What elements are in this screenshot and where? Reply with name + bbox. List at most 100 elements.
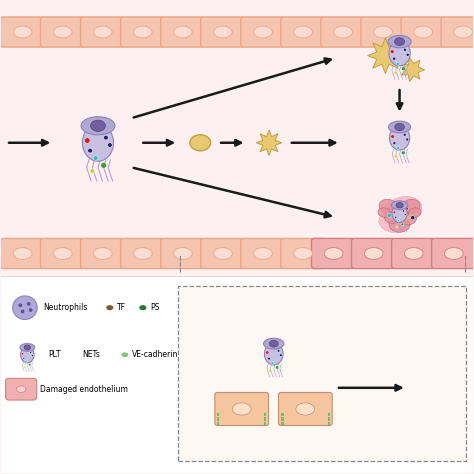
Ellipse shape <box>17 386 26 392</box>
Ellipse shape <box>296 403 315 415</box>
Circle shape <box>280 354 282 356</box>
Circle shape <box>90 169 95 173</box>
FancyBboxPatch shape <box>201 17 245 47</box>
Bar <box>328 422 330 426</box>
Bar <box>281 413 283 416</box>
Circle shape <box>25 360 27 363</box>
Ellipse shape <box>384 211 401 223</box>
Ellipse shape <box>414 26 433 38</box>
Circle shape <box>88 148 92 153</box>
Bar <box>1 1 473 275</box>
FancyBboxPatch shape <box>241 238 285 269</box>
Circle shape <box>28 364 31 366</box>
Ellipse shape <box>232 403 251 415</box>
Ellipse shape <box>404 214 414 221</box>
Circle shape <box>393 142 396 145</box>
Circle shape <box>27 302 31 306</box>
Circle shape <box>23 357 25 359</box>
Ellipse shape <box>379 211 409 233</box>
Circle shape <box>391 135 394 138</box>
Circle shape <box>393 205 397 209</box>
Ellipse shape <box>378 208 391 218</box>
Ellipse shape <box>139 305 146 310</box>
Ellipse shape <box>397 215 408 220</box>
Circle shape <box>403 48 407 51</box>
FancyBboxPatch shape <box>352 238 396 269</box>
Ellipse shape <box>390 126 410 150</box>
Bar <box>264 422 266 426</box>
Bar <box>264 413 266 416</box>
Circle shape <box>402 210 404 212</box>
FancyBboxPatch shape <box>6 378 36 400</box>
FancyBboxPatch shape <box>432 238 474 269</box>
FancyBboxPatch shape <box>281 238 325 269</box>
Ellipse shape <box>394 38 405 46</box>
Ellipse shape <box>20 347 34 363</box>
Ellipse shape <box>13 26 32 38</box>
Ellipse shape <box>389 121 410 133</box>
Circle shape <box>396 62 400 65</box>
Text: VE-cadherin: VE-cadherin <box>132 350 179 359</box>
FancyBboxPatch shape <box>392 238 436 269</box>
Circle shape <box>265 351 269 354</box>
Text: Neutrophils: Neutrophils <box>43 303 87 312</box>
FancyBboxPatch shape <box>178 286 465 461</box>
Ellipse shape <box>392 201 408 210</box>
Ellipse shape <box>13 247 32 259</box>
Ellipse shape <box>409 208 421 218</box>
Ellipse shape <box>254 247 273 259</box>
Circle shape <box>275 366 279 369</box>
Ellipse shape <box>133 26 152 38</box>
Ellipse shape <box>379 200 398 213</box>
Circle shape <box>277 349 280 352</box>
Ellipse shape <box>53 247 72 259</box>
Ellipse shape <box>264 338 284 349</box>
Ellipse shape <box>390 215 401 219</box>
Circle shape <box>395 216 397 219</box>
Circle shape <box>394 155 397 158</box>
Ellipse shape <box>121 353 128 357</box>
Ellipse shape <box>454 26 473 38</box>
Ellipse shape <box>334 26 353 38</box>
Circle shape <box>396 226 398 228</box>
FancyBboxPatch shape <box>215 392 269 426</box>
Ellipse shape <box>82 124 114 161</box>
Ellipse shape <box>173 247 192 259</box>
Ellipse shape <box>444 247 463 259</box>
Bar <box>281 422 283 426</box>
Bar <box>217 413 219 416</box>
Circle shape <box>390 50 394 54</box>
Ellipse shape <box>190 135 210 151</box>
Circle shape <box>401 151 405 155</box>
Bar <box>281 418 283 421</box>
Ellipse shape <box>173 26 192 38</box>
Bar <box>217 418 219 421</box>
Circle shape <box>268 357 270 360</box>
Ellipse shape <box>13 296 37 319</box>
Ellipse shape <box>133 247 152 259</box>
Ellipse shape <box>269 340 278 347</box>
Circle shape <box>101 163 107 168</box>
Ellipse shape <box>93 26 112 38</box>
Circle shape <box>406 53 409 56</box>
FancyBboxPatch shape <box>441 17 474 47</box>
Circle shape <box>108 143 112 147</box>
Ellipse shape <box>389 41 410 66</box>
Ellipse shape <box>401 213 416 225</box>
FancyBboxPatch shape <box>120 17 165 47</box>
Circle shape <box>104 136 108 140</box>
Circle shape <box>21 310 25 313</box>
Circle shape <box>394 71 397 74</box>
Ellipse shape <box>254 26 273 38</box>
Ellipse shape <box>106 305 113 310</box>
Ellipse shape <box>388 36 411 48</box>
Circle shape <box>403 133 406 136</box>
Text: PLT: PLT <box>48 350 61 359</box>
Ellipse shape <box>24 345 30 350</box>
FancyBboxPatch shape <box>161 238 205 269</box>
Ellipse shape <box>93 247 112 259</box>
FancyBboxPatch shape <box>81 238 125 269</box>
Bar <box>264 418 266 421</box>
Circle shape <box>93 156 98 160</box>
Ellipse shape <box>374 26 392 38</box>
